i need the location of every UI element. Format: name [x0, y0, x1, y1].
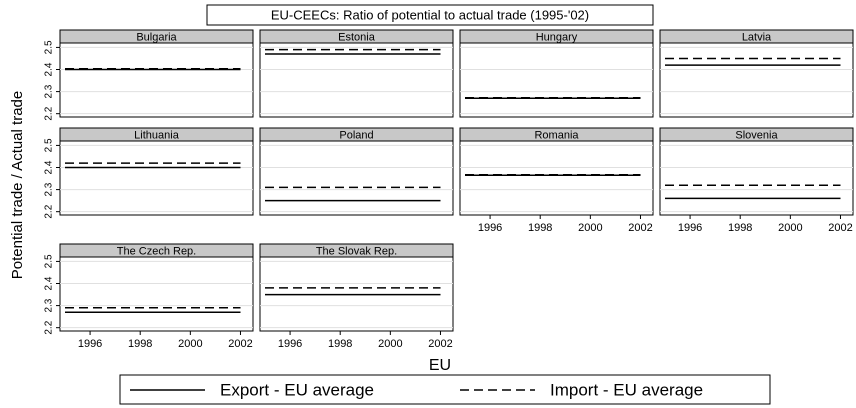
x-tick-label: 1998 [728, 222, 752, 234]
x-tick-label: 2002 [828, 222, 852, 234]
panel-plot [459, 42, 654, 118]
panel-plot [59, 256, 254, 332]
y-tick-label: 2.3 [44, 298, 55, 312]
x-tick-label: 1996 [278, 338, 302, 350]
x-axis-title: EU [429, 357, 451, 374]
x-tick-label: 1996 [78, 338, 102, 350]
y-tick-label: 2.5 [44, 254, 55, 268]
panel-plot [59, 140, 254, 216]
y-tick-label: 2.2 [44, 106, 55, 120]
panel-plot [259, 42, 454, 118]
panel-title: Romania [534, 129, 579, 141]
x-tick-label: 2002 [428, 338, 452, 350]
y-tick-label: 2.4 [44, 62, 55, 76]
panel-plot [659, 42, 854, 118]
panel-title: Bulgaria [136, 31, 177, 43]
legend-label: Export - EU average [220, 380, 374, 399]
panel-plot [59, 42, 254, 118]
y-tick-label: 2.2 [44, 204, 55, 218]
y-tick-label: 2.3 [44, 182, 55, 196]
x-tick-label: 1996 [478, 222, 502, 234]
x-tick-label: 2000 [378, 338, 402, 350]
panel-title: Slovenia [735, 129, 778, 141]
panel-plot [259, 140, 454, 216]
y-tick-label: 2.4 [44, 276, 55, 290]
panel-title: The Slovak Rep. [316, 245, 397, 257]
legend-label: Import - EU average [550, 380, 703, 399]
legend-box [119, 374, 771, 405]
x-tick-label: 2000 [778, 222, 802, 234]
chart-title: EU-CEECs: Ratio of potential to actual t… [271, 7, 589, 22]
panel-title: Poland [339, 129, 373, 141]
y-tick-label: 2.4 [44, 160, 55, 174]
title-box [206, 4, 654, 26]
panel-title: Lithuania [134, 129, 180, 141]
panel-title: Hungary [536, 31, 578, 43]
panel-plot [459, 140, 654, 216]
y-axis-title: Potential trade / Actual trade [9, 91, 26, 279]
x-tick-label: 1998 [128, 338, 152, 350]
panel-title: Latvia [742, 31, 772, 43]
y-tick-label: 2.5 [44, 138, 55, 152]
x-tick-label: 2000 [578, 222, 602, 234]
panel-title: Estonia [338, 31, 376, 43]
panel-plot [659, 140, 854, 216]
y-tick-label: 2.5 [44, 40, 55, 54]
x-tick-label: 2002 [228, 338, 252, 350]
y-tick-label: 2.3 [44, 84, 55, 98]
x-tick-label: 2002 [628, 222, 652, 234]
panel-title: The Czech Rep. [117, 245, 196, 257]
x-tick-label: 1998 [528, 222, 552, 234]
x-tick-label: 2000 [178, 338, 202, 350]
x-tick-label: 1996 [678, 222, 702, 234]
x-tick-label: 1998 [328, 338, 352, 350]
y-tick-label: 2.2 [44, 320, 55, 334]
